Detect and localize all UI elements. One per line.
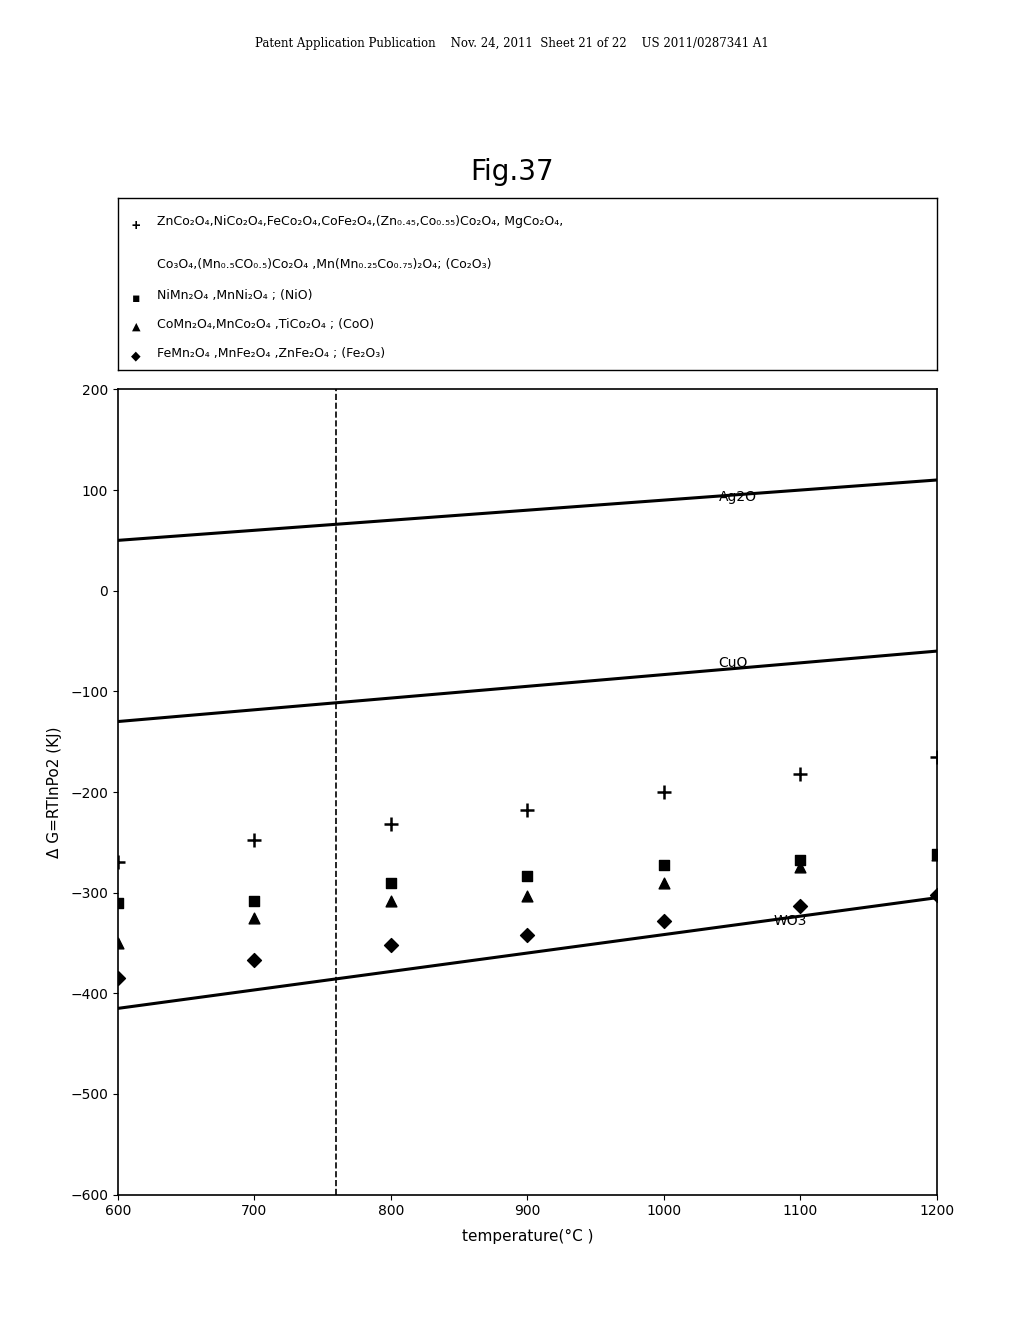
Point	[110, 851, 126, 873]
Y-axis label: Δ G=RTlnPo2 (KJ): Δ G=RTlnPo2 (KJ)	[47, 726, 61, 858]
Text: ▪: ▪	[131, 293, 140, 305]
Text: FeMn₂O₄ ,MnFe₂O₄ ,ZnFe₂O₄ ; (Fe₂O₃): FeMn₂O₄ ,MnFe₂O₄ ,ZnFe₂O₄ ; (Fe₂O₃)	[157, 347, 385, 360]
Point	[383, 813, 399, 834]
Point	[383, 890, 399, 911]
Point	[519, 886, 536, 907]
Point	[519, 800, 536, 821]
Text: WO3: WO3	[773, 913, 807, 928]
Point	[929, 845, 945, 866]
Text: +: +	[132, 219, 140, 232]
Point	[383, 873, 399, 894]
Point	[110, 968, 126, 989]
Point	[929, 746, 945, 767]
Point	[793, 850, 809, 871]
Point	[655, 911, 672, 932]
Text: ZnCo₂O₄,NiCo₂O₄,FeCo₂O₄,CoFe₂O₄,(Zn₀.₄₅,Co₀.₅₅)Co₂O₄, MgCo₂O₄,: ZnCo₂O₄,NiCo₂O₄,FeCo₂O₄,CoFe₂O₄,(Zn₀.₄₅,…	[157, 215, 563, 228]
Point	[246, 907, 262, 928]
Text: CoMn₂O₄,MnCo₂O₄ ,TiCo₂O₄ ; (CoO): CoMn₂O₄,MnCo₂O₄ ,TiCo₂O₄ ; (CoO)	[157, 318, 374, 331]
Text: CuO: CuO	[719, 656, 748, 671]
Point	[929, 843, 945, 865]
Point	[655, 873, 672, 894]
Point	[793, 763, 809, 784]
Text: Patent Application Publication    Nov. 24, 2011  Sheet 21 of 22    US 2011/02873: Patent Application Publication Nov. 24, …	[255, 37, 769, 50]
X-axis label: temperature(°C ): temperature(°C )	[462, 1229, 593, 1245]
Text: Ag2O: Ag2O	[719, 490, 757, 504]
Point	[655, 781, 672, 803]
Point	[929, 884, 945, 906]
Point	[246, 890, 262, 911]
Point	[383, 935, 399, 956]
Point	[110, 892, 126, 913]
Point	[246, 830, 262, 851]
Point	[655, 855, 672, 876]
Text: Co₃O₄,(Mn₀.₅CO₀.₅)Co₂O₄ ,Mn(Mn₀.₂₅Co₀.₇₅)₂O₄; (Co₂O₃): Co₃O₄,(Mn₀.₅CO₀.₅)Co₂O₄ ,Mn(Mn₀.₂₅Co₀.₇₅…	[157, 259, 492, 271]
Point	[246, 949, 262, 970]
Text: Fig.37: Fig.37	[470, 158, 554, 186]
Point	[793, 857, 809, 878]
Text: ◆: ◆	[131, 348, 140, 362]
Point	[793, 895, 809, 916]
Text: NiMn₂O₄ ,MnNi₂O₄ ; (NiO): NiMn₂O₄ ,MnNi₂O₄ ; (NiO)	[157, 289, 312, 302]
Point	[110, 932, 126, 953]
Point	[519, 924, 536, 945]
Text: ▲: ▲	[131, 322, 140, 331]
Point	[519, 865, 536, 886]
